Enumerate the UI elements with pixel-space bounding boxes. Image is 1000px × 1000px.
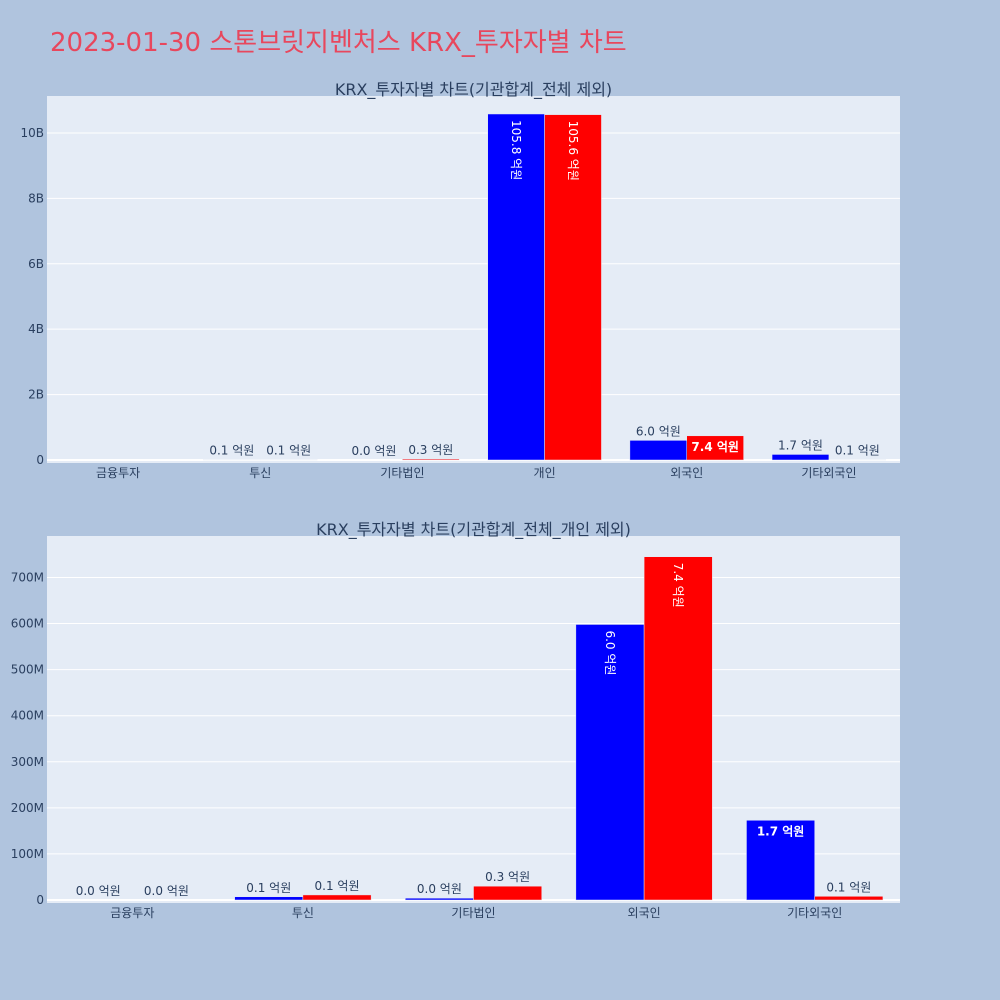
y-tick-label: 500M [11,663,44,677]
bar [405,897,474,901]
data-labels: 0.0 억원 0.0 억원 0.1 억원 0.1 억원 0.0 억원 0.3 억원 6.0 … [76,563,872,898]
bar [473,885,542,901]
y-tick-label: 2B [28,388,44,402]
bar [686,435,744,461]
x-tick-label: 금융투자 [110,906,154,920]
x-tick-label: 기타외국인 [801,466,856,480]
bars [203,113,887,461]
bar-data-label: 6.0 억원 [636,424,681,438]
plot-area [47,96,900,463]
bar [302,894,372,901]
bar-data-label: 7.4 억원 [691,440,739,454]
bar [487,113,545,461]
bar [746,820,815,901]
bar-data-label: 0.1 억원 [246,881,291,895]
y-tick-label: 200M [11,801,44,815]
bar-data-label: 1.7 억원 [778,438,823,452]
bar [575,624,645,901]
bar [629,440,688,461]
x-tick-label: 기타법인 [451,906,495,920]
bar-data-label: 0.1 억원 [826,880,871,894]
bar-data-label: 0.3 억원 [485,870,530,884]
bar-data-label: 0.1 억원 [315,879,360,893]
y-tick-label: 400M [11,709,44,723]
bar [544,114,602,461]
y-axis: 0 2B 4B 6B 8B 10B [20,126,44,467]
bar-data-label: 0.0 억원 [351,444,396,458]
y-tick-label: 100M [11,847,44,861]
y-axis: 0 100M 200M 300M 400M 500M 600M 700M [11,570,44,907]
x-tick-label: 금융투자 [96,466,140,480]
x-tick-label: 외국인 [670,466,703,480]
bar-data-label: 0.1 억원 [835,444,880,458]
bar-data-label: 0.3 억원 [408,443,453,457]
bar-data-label: 105.8 억원 [509,120,523,180]
bar-data-label: 0.0 억원 [417,882,462,896]
x-tick-label: 투신 [292,906,314,920]
bar [643,556,713,901]
y-tick-label: 700M [11,570,44,584]
y-tick-label: 0 [36,453,44,467]
x-tick-label: 외국인 [628,906,661,920]
gridlines [47,132,900,461]
bar-data-label: 0.0 억원 [76,884,121,898]
bar [234,896,304,901]
y-tick-label: 600M [11,617,44,631]
bar-data-label: 7.4 억원 [671,563,685,608]
bar-data-label: 105.6 억원 [566,121,580,181]
bar-data-label: 0.1 억원 [266,444,311,458]
bar-data-label: 0.1 억원 [209,444,254,458]
bars [234,556,884,901]
x-tick-label: 투신 [249,466,271,480]
x-axis: 금융투자 투신 기타법인 개인 외국인 기타외국인 [96,466,857,480]
y-tick-label: 8B [28,191,44,205]
y-tick-label: 0 [36,893,44,907]
y-tick-label: 10B [20,126,44,140]
bar-data-label: 0.0 억원 [144,884,189,898]
page-title: 2023-01-30 스톤브릿지벤처스 KRX_투자자별 차트 [50,28,627,58]
bar [814,896,884,901]
bar-data-label: 6.0 억원 [603,630,617,675]
y-tick-label: 4B [28,322,44,336]
x-tick-label: 기타외국인 [787,906,842,920]
bar [771,454,830,461]
x-tick-label: 기타법인 [380,466,424,480]
x-axis: 금융투자 투신 기타법인 외국인 기타외국인 [110,906,842,920]
chart-investor-all: KRX_투자자별 차트(기관합계_전체 제외) 0.1 억원 0.1 억원 0.0 … [20,80,900,480]
chart-title: KRX_투자자별 차트(기관합계_전체 제외) [335,80,612,100]
x-tick-label: 개인 [534,466,556,480]
y-tick-label: 6B [28,257,44,271]
chart-title: KRX_투자자별 차트(기관합계_전체_개인 제외) [316,520,631,540]
y-tick-label: 300M [11,755,44,769]
data-labels: 0.1 억원 0.1 억원 0.0 억원 0.3 억원 105.8 억원 105.6 억원… [209,120,880,458]
bar [402,458,460,461]
chart-investor-excl-individual: KRX_투자자별 차트(기관합계_전체_개인 제외) 0.0 억원 0.0 억원 0… [11,520,900,920]
bar-data-label: 1.7 억원 [757,824,805,838]
